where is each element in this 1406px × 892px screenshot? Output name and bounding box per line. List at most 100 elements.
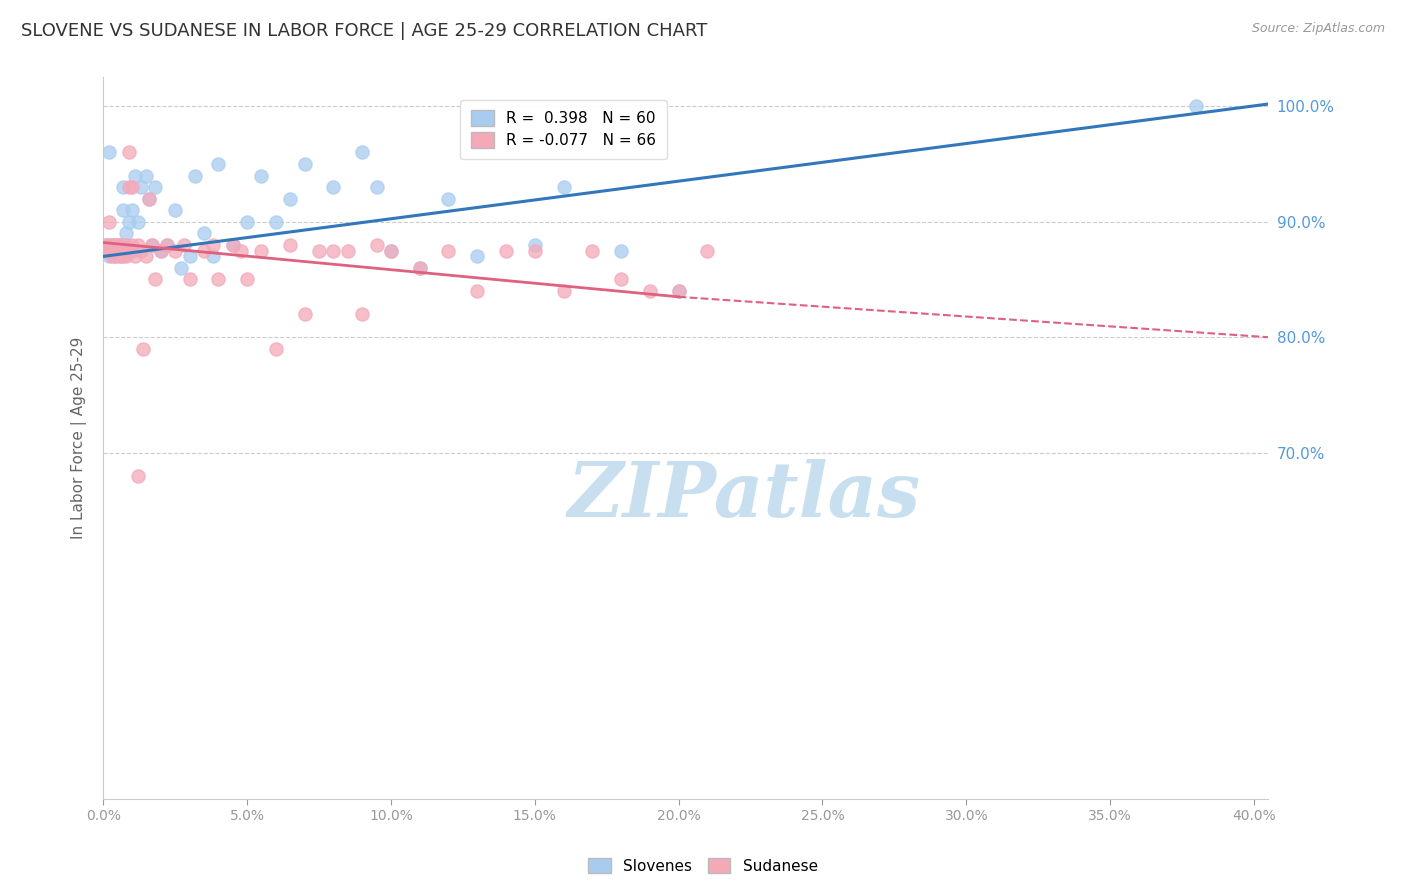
Point	[112, 244, 135, 258]
Point	[112, 180, 135, 194]
Point	[250, 169, 273, 183]
Legend: Slovenes, Sudanese: Slovenes, Sudanese	[582, 852, 824, 880]
Point	[465, 249, 488, 263]
Point	[110, 238, 132, 252]
Point	[121, 238, 143, 252]
Point	[294, 157, 316, 171]
Point	[278, 192, 301, 206]
Point	[207, 157, 229, 171]
Point	[115, 227, 138, 241]
Point	[138, 192, 160, 206]
Point	[118, 145, 141, 160]
Point	[366, 238, 388, 252]
Point	[322, 180, 344, 194]
Point	[101, 238, 124, 252]
Point	[523, 238, 546, 252]
Point	[143, 272, 166, 286]
Point	[98, 238, 121, 252]
Point	[149, 244, 172, 258]
Point	[221, 238, 243, 252]
Point	[101, 238, 124, 252]
Point	[696, 244, 718, 258]
Point	[135, 169, 157, 183]
Point	[127, 238, 149, 252]
Point	[155, 238, 177, 252]
Point	[132, 342, 155, 356]
Point	[495, 244, 517, 258]
Point	[236, 272, 259, 286]
Point	[101, 244, 124, 258]
Point	[668, 284, 690, 298]
Point	[110, 238, 132, 252]
Point	[523, 244, 546, 258]
Point	[104, 238, 127, 252]
Point	[127, 468, 149, 483]
Legend: R =  0.398   N = 60, R = -0.077   N = 66: R = 0.398 N = 60, R = -0.077 N = 66	[460, 100, 666, 159]
Point	[101, 249, 124, 263]
Point	[107, 244, 129, 258]
Point	[135, 249, 157, 263]
Point	[143, 180, 166, 194]
Point	[149, 244, 172, 258]
Point	[112, 244, 135, 258]
Point	[250, 244, 273, 258]
Text: Source: ZipAtlas.com: Source: ZipAtlas.com	[1251, 22, 1385, 36]
Point	[115, 238, 138, 252]
Point	[115, 244, 138, 258]
Y-axis label: In Labor Force | Age 25-29: In Labor Force | Age 25-29	[72, 337, 87, 540]
Point	[118, 180, 141, 194]
Text: SLOVENE VS SUDANESE IN LABOR FORCE | AGE 25-29 CORRELATION CHART: SLOVENE VS SUDANESE IN LABOR FORCE | AGE…	[21, 22, 707, 40]
Point	[336, 244, 359, 258]
Point	[553, 284, 575, 298]
Point	[124, 169, 146, 183]
Point	[110, 249, 132, 263]
Point	[193, 227, 215, 241]
Point	[121, 180, 143, 194]
Point	[581, 244, 603, 258]
Text: ZIPatlas: ZIPatlas	[568, 459, 921, 533]
Point	[201, 249, 224, 263]
Point	[112, 203, 135, 218]
Point	[638, 284, 661, 298]
Point	[107, 244, 129, 258]
Point	[129, 180, 152, 194]
Point	[408, 260, 430, 275]
Point	[104, 244, 127, 258]
Point	[1185, 99, 1208, 113]
Point	[101, 244, 124, 258]
Point	[94, 238, 117, 252]
Point	[294, 307, 316, 321]
Point	[141, 238, 163, 252]
Point	[465, 284, 488, 298]
Point	[101, 244, 124, 258]
Point	[610, 244, 633, 258]
Point	[408, 260, 430, 275]
Point	[129, 244, 152, 258]
Point	[104, 238, 127, 252]
Point	[110, 249, 132, 263]
Point	[610, 272, 633, 286]
Point	[553, 180, 575, 194]
Point	[121, 203, 143, 218]
Point	[118, 244, 141, 258]
Point	[98, 249, 121, 263]
Point	[121, 244, 143, 258]
Point	[322, 244, 344, 258]
Point	[380, 244, 402, 258]
Point	[112, 249, 135, 263]
Point	[184, 169, 207, 183]
Point	[165, 244, 187, 258]
Point	[352, 145, 374, 160]
Point	[236, 215, 259, 229]
Point	[437, 244, 460, 258]
Point	[264, 215, 287, 229]
Point	[179, 272, 201, 286]
Point	[278, 238, 301, 252]
Point	[107, 238, 129, 252]
Point	[98, 215, 121, 229]
Point	[94, 238, 117, 252]
Point	[179, 249, 201, 263]
Point	[155, 238, 177, 252]
Point	[101, 238, 124, 252]
Point	[231, 244, 253, 258]
